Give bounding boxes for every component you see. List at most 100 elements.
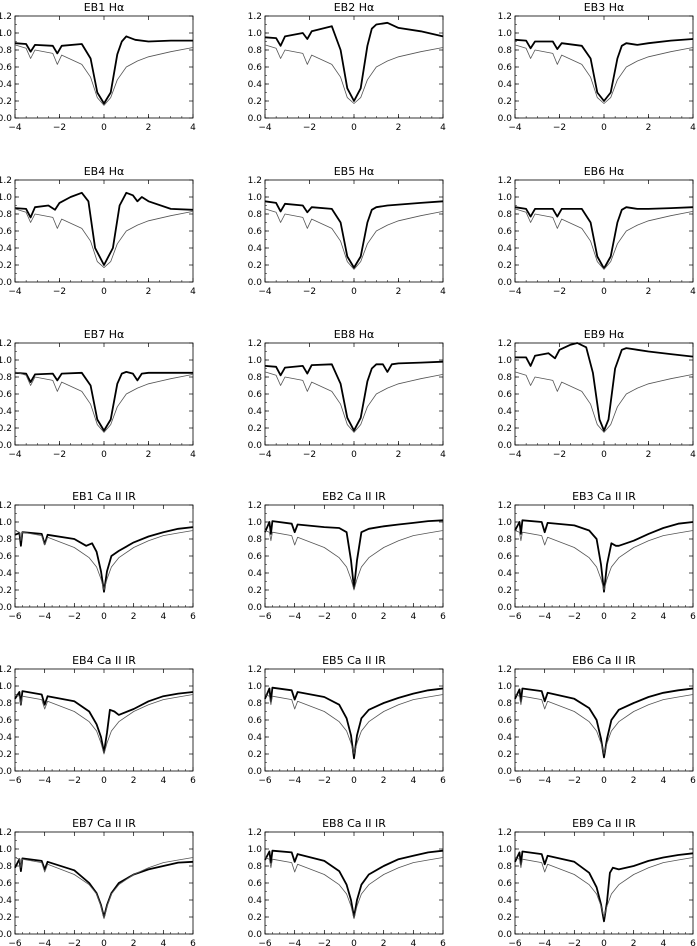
x-tick-label: 4 — [410, 612, 416, 622]
x-tick-label: 6 — [690, 939, 696, 946]
x-tick-label: −2 — [553, 123, 566, 133]
panel: EB7 Ca II IR 0.0 0.2 0.4 0.6 0.8 1.0 1.2 −6 −4 −2 0… — [0, 817, 196, 946]
x-tick-label: −4 — [8, 450, 22, 460]
panel: EB6 Ca II IR 0.0 0.2 0.4 0.6 0.8 1.0 1.2 −6 −4 −2 0… — [498, 654, 696, 786]
x-tick-label: −4 — [538, 939, 552, 946]
panel-title: EB2 Ca II IR — [322, 490, 386, 503]
profile-line — [14, 526, 194, 593]
x-tick-label: −4 — [38, 612, 52, 622]
x-tick-label: −6 — [508, 939, 522, 946]
x-tick-label: −4 — [538, 612, 552, 622]
profile-line — [264, 21, 444, 102]
reference-profile-line — [264, 44, 444, 104]
y-tick-label: 0.4 — [248, 244, 263, 254]
panel: EB1 Hα 0.0 0.2 0.4 0.6 0.8 1.0 1.2 −4 −2 0 2 4 — [0, 1, 196, 133]
x-tick-label: −6 — [8, 939, 22, 946]
y-tick-label: 0.4 — [248, 80, 263, 90]
y-tick-label: 0.0 — [498, 278, 513, 288]
reference-profile-line — [514, 371, 694, 433]
x-tick-label: 2 — [631, 939, 637, 946]
x-tick-label: −4 — [258, 287, 272, 297]
x-tick-label: 6 — [690, 776, 696, 786]
x-tick-label: −6 — [508, 612, 522, 622]
x-tick-label: −2 — [553, 450, 566, 460]
panel-title: EB8 Ca II IR — [322, 817, 386, 830]
y-tick-label: 1.0 — [498, 518, 513, 528]
profile-line — [514, 38, 694, 102]
y-tick-label: 0.0 — [498, 767, 513, 777]
y-tick-label: 0.2 — [498, 913, 512, 923]
panel-title: EB6 Hα — [584, 165, 625, 178]
y-tick-label: 0.0 — [0, 441, 12, 451]
profile-line — [514, 519, 694, 593]
profile-line — [264, 849, 444, 918]
panel-title: EB1 Ca II IR — [72, 490, 136, 503]
y-tick-label: 0.8 — [248, 535, 263, 545]
y-tick-label: 0.4 — [498, 733, 513, 743]
y-tick-label: 0.8 — [248, 862, 263, 872]
y-tick-label: 0.0 — [498, 114, 513, 124]
reference-profile-line — [14, 44, 194, 106]
profile-line — [514, 206, 694, 270]
y-tick-label: 0.8 — [498, 535, 513, 545]
y-tick-label: 0.0 — [248, 441, 263, 451]
profile-line — [514, 687, 694, 759]
reference-profile-line — [14, 694, 194, 755]
reference-profile-line — [264, 208, 444, 270]
x-tick-label: 0 — [601, 939, 607, 946]
panel-title: EB1 Hα — [84, 1, 125, 14]
profile-line — [264, 686, 444, 760]
x-tick-label: −2 — [53, 123, 66, 133]
x-tick-label: −4 — [288, 776, 302, 786]
x-tick-label: 2 — [631, 612, 637, 622]
reference-profile-line — [264, 694, 444, 755]
plot-frame — [514, 15, 694, 119]
plot-frame — [14, 179, 194, 283]
x-tick-label: 4 — [190, 287, 196, 297]
x-tick-label: 2 — [146, 123, 152, 133]
x-tick-label: −2 — [553, 287, 566, 297]
reference-profile-line — [514, 857, 694, 918]
x-tick-label: 2 — [646, 123, 652, 133]
y-tick-label: 0.2 — [0, 750, 12, 760]
panel-title: EB8 Hα — [334, 328, 375, 341]
x-tick-label: −2 — [568, 939, 581, 946]
y-tick-label: 0.0 — [0, 930, 12, 940]
profile-line — [14, 35, 193, 105]
y-tick-label: 1.0 — [248, 193, 263, 203]
x-tick-label: 4 — [690, 450, 696, 460]
x-tick-label: 0 — [351, 287, 357, 297]
panel: EB4 Ca II IR 0.0 0.2 0.4 0.6 0.8 1.0 1.2 −6 −4 −2 0… — [0, 654, 196, 786]
y-tick-label: 0.8 — [248, 46, 263, 56]
y-tick-label: 1.2 — [498, 176, 512, 186]
y-tick-label: 0.6 — [0, 227, 12, 237]
y-tick-label: 0.4 — [248, 569, 263, 579]
y-tick-label: 0.8 — [498, 699, 513, 709]
y-tick-label: 0.6 — [498, 227, 513, 237]
panel: EB9 Hα 0.0 0.2 0.4 0.6 0.8 1.0 1.2 −4 −2 0 2 4 — [498, 328, 696, 460]
y-tick-label: 0.2 — [0, 424, 12, 434]
y-tick-label: 0.8 — [0, 210, 12, 220]
reference-profile-line — [514, 44, 694, 104]
panel: EB4 Hα 0.0 0.2 0.4 0.6 0.8 1.0 1.2 −4 −2 0 2 4 — [0, 165, 196, 297]
y-tick-label: 0.2 — [248, 913, 262, 923]
x-tick-label: −4 — [288, 612, 302, 622]
y-tick-label: 0.4 — [498, 80, 513, 90]
panel: EB5 Ca II IR 0.0 0.2 0.4 0.6 0.8 1.0 1.2 −6 −4 −2 0… — [248, 654, 446, 786]
x-tick-label: 4 — [410, 776, 416, 786]
panel: EB1 Ca II IR 0.0 0.2 0.4 0.6 0.8 1.0 1.2 −6 −4 −2 0… — [0, 490, 196, 622]
x-tick-label: −6 — [258, 776, 272, 786]
panel-title: EB3 Hα — [584, 1, 625, 14]
y-tick-label: 1.2 — [248, 176, 262, 186]
x-tick-label: −6 — [8, 612, 22, 622]
x-tick-label: −2 — [68, 939, 81, 946]
x-tick-label: −6 — [508, 776, 522, 786]
x-tick-label: 0 — [601, 612, 607, 622]
y-tick-label: 0.4 — [498, 896, 513, 906]
x-tick-label: 0 — [101, 450, 107, 460]
y-tick-label: 0.0 — [248, 603, 263, 613]
x-tick-label: 4 — [690, 123, 696, 133]
x-tick-label: −2 — [318, 776, 331, 786]
y-tick-label: 0.2 — [0, 913, 12, 923]
panel-title: EB5 Ca II IR — [322, 654, 386, 667]
